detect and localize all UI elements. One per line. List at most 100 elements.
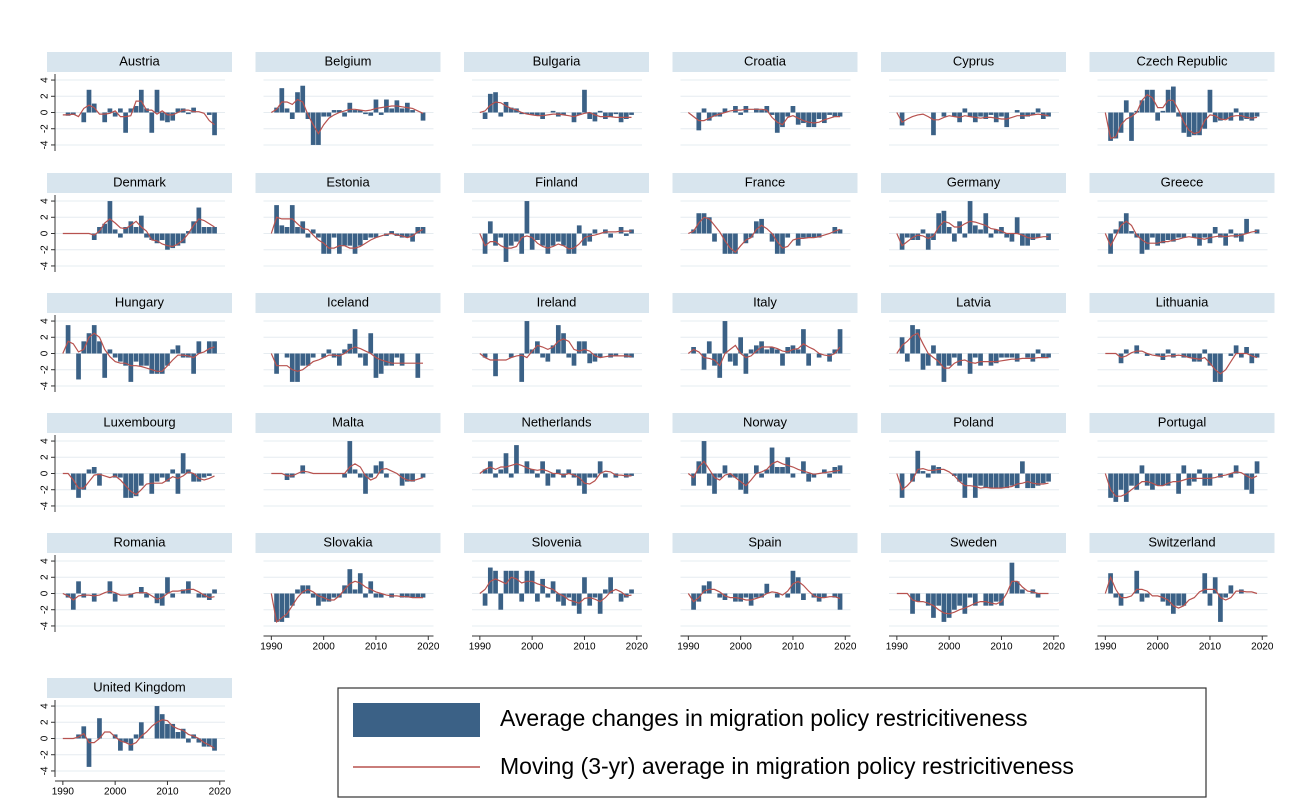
bar xyxy=(368,473,374,478)
bar xyxy=(931,345,936,354)
bar xyxy=(592,229,598,234)
bar xyxy=(931,233,936,240)
bar xyxy=(915,450,921,474)
panel-title: Belgium xyxy=(325,53,372,68)
bar xyxy=(279,225,285,234)
bar xyxy=(107,581,113,594)
bar xyxy=(952,593,957,610)
bar xyxy=(487,221,493,234)
panel-title: Denmark xyxy=(113,174,166,189)
bar xyxy=(811,233,817,238)
bar xyxy=(112,229,118,234)
bar xyxy=(706,473,712,486)
bar xyxy=(180,728,186,739)
bar xyxy=(1134,473,1140,490)
bar xyxy=(133,106,139,113)
bar xyxy=(102,353,108,378)
bar xyxy=(972,473,978,498)
bar xyxy=(1212,353,1218,382)
bar xyxy=(1134,570,1140,594)
x-tick-label: 2010 xyxy=(365,642,388,653)
bar xyxy=(201,473,207,478)
bar xyxy=(1218,593,1223,622)
bar xyxy=(535,233,540,240)
bar xyxy=(1144,593,1150,598)
bar xyxy=(128,593,134,598)
bar xyxy=(310,353,316,358)
panel-header xyxy=(672,533,858,553)
bar xyxy=(540,461,545,474)
moving-average-line xyxy=(896,220,1049,247)
bar xyxy=(717,473,723,478)
bar xyxy=(128,221,134,234)
bar xyxy=(1004,353,1010,358)
bar xyxy=(180,233,186,244)
bar xyxy=(1207,353,1213,366)
bar xyxy=(1123,473,1129,502)
bar xyxy=(347,343,353,354)
y-tick-label: -4 xyxy=(40,501,51,510)
bar xyxy=(764,469,770,474)
panel-title: Bulgaria xyxy=(533,53,581,68)
bar xyxy=(138,473,144,486)
bar xyxy=(487,93,493,113)
bar xyxy=(493,353,498,377)
bar xyxy=(545,593,551,598)
bar xyxy=(1197,112,1202,136)
bar xyxy=(118,233,123,238)
panel-title: Greece xyxy=(1161,174,1204,189)
bar xyxy=(952,353,957,358)
bar xyxy=(561,233,566,246)
moving-average-line xyxy=(270,216,424,249)
bar xyxy=(706,112,712,121)
bar xyxy=(925,233,931,250)
bar xyxy=(801,112,806,124)
moving-average-line xyxy=(270,346,423,372)
bar xyxy=(503,453,509,474)
bar xyxy=(941,112,947,117)
bar xyxy=(70,593,76,610)
bar xyxy=(566,469,572,474)
bar xyxy=(899,112,905,126)
moving-average-line xyxy=(479,463,632,485)
bar xyxy=(274,107,279,113)
bar xyxy=(357,353,363,358)
bar xyxy=(196,738,202,743)
panel: Italy xyxy=(672,293,858,387)
bar xyxy=(357,110,363,113)
y-tick-label: -2 xyxy=(40,605,51,614)
bar xyxy=(378,353,384,374)
bar xyxy=(727,353,733,362)
bar xyxy=(410,233,415,242)
bar xyxy=(1223,112,1229,119)
bar xyxy=(321,353,327,358)
bar xyxy=(931,112,936,136)
y-tick-label: 4 xyxy=(40,438,51,444)
x-tick-label: 2020 xyxy=(1043,642,1066,653)
panel: Slovakia 1990 2000 2010 2020 xyxy=(255,533,441,653)
bar xyxy=(988,593,994,606)
x-tick-label: 2000 xyxy=(104,787,127,798)
bar xyxy=(764,106,770,113)
bar xyxy=(70,473,76,490)
bar xyxy=(1212,227,1218,234)
bar xyxy=(785,112,791,117)
bar xyxy=(201,227,207,234)
bar xyxy=(112,353,118,358)
bar xyxy=(1009,353,1015,358)
panel-title: France xyxy=(745,174,785,189)
bar xyxy=(410,593,415,598)
bar xyxy=(706,341,712,354)
bar xyxy=(837,112,843,117)
moving-average-line xyxy=(479,230,632,250)
bar xyxy=(1129,112,1134,141)
panel-title: Romania xyxy=(113,534,166,549)
bar xyxy=(1030,112,1036,115)
x-tick-label: 2020 xyxy=(209,787,232,798)
bar xyxy=(983,593,989,606)
panel: Sweden 1990 2000 2010 2020 xyxy=(881,533,1066,653)
bar xyxy=(289,353,295,382)
bar xyxy=(347,233,353,246)
bar xyxy=(1207,473,1213,486)
bar xyxy=(326,112,332,117)
